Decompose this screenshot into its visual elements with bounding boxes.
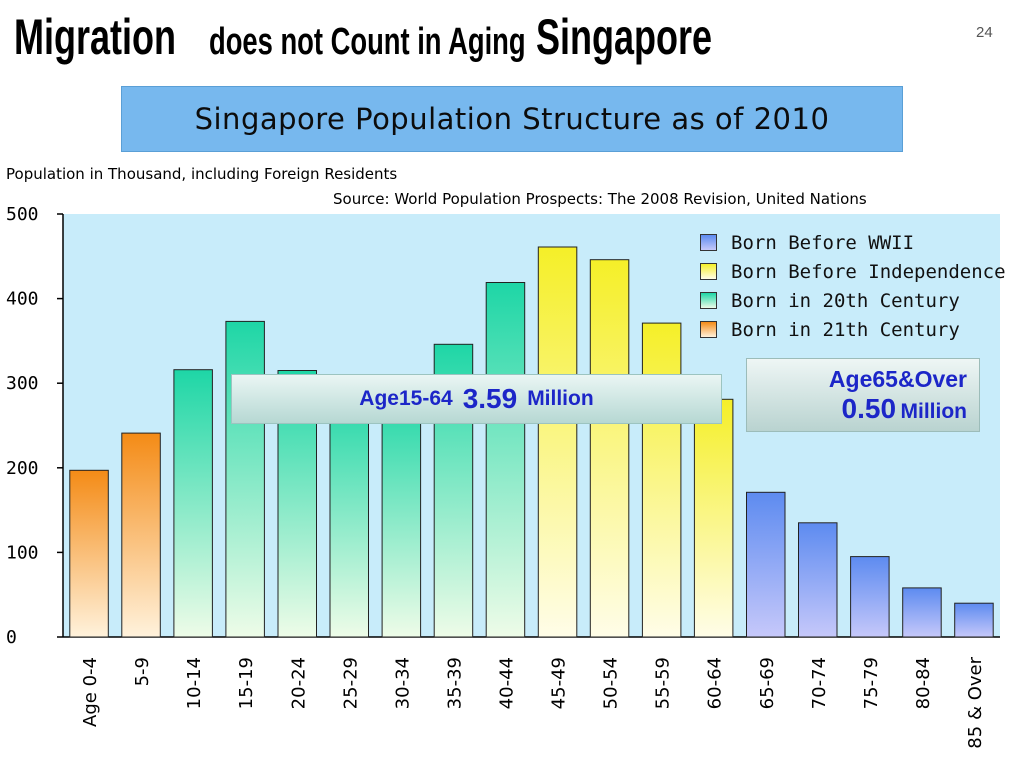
x-tick-label: 85 & Over	[965, 656, 986, 748]
working-age-label: Age15-64	[359, 387, 453, 410]
working-age-unit: Million	[527, 387, 594, 410]
bar-15-19	[225, 320, 265, 638]
y-axis: 0 100 200 300 400 500	[6, 204, 64, 648]
legend-label: Born in 21th Century	[731, 318, 960, 341]
legend-item-wwii: Born Before WWII	[700, 228, 1006, 257]
legend-label: Born Before Independence	[731, 260, 1006, 283]
title-part-migration: Migration	[14, 9, 176, 65]
legend-label: Born Before WWII	[731, 231, 915, 254]
bar-40-44	[485, 282, 526, 638]
bar-50-54	[589, 259, 630, 638]
legend: Born Before WWII Born Before Independence…	[700, 228, 1006, 344]
x-tick-label: 15-19	[236, 657, 257, 709]
legend-label: Born in 20th Century	[731, 289, 960, 312]
legend-item-20th: Born in 20th Century	[700, 286, 1006, 315]
x-tick-label: 80-84	[913, 657, 934, 709]
x-tick-label: 75-79	[861, 657, 882, 709]
y-tick-label: 500	[6, 204, 39, 225]
legend-item-21st: Born in 21th Century	[700, 315, 1006, 344]
legend-swatch	[700, 234, 717, 251]
chart-title-banner: Singapore Population Structure as of 201…	[121, 86, 903, 152]
y-tick-label: 300	[6, 373, 39, 394]
x-tick-label: 70-74	[809, 657, 830, 709]
bar-80-84	[902, 587, 942, 638]
x-tick-label: 20-24	[288, 657, 309, 709]
title-part-middle: does not Count in Aging	[209, 21, 527, 63]
x-tick-label: 25-29	[340, 657, 361, 709]
x-tick-label: Age 0-4	[80, 657, 101, 727]
legend-swatch	[700, 321, 717, 338]
bar-5-9	[121, 432, 161, 638]
elderly-label: Age65&Over	[828, 366, 967, 392]
bar-75-79	[850, 556, 890, 638]
bar-30-34	[381, 392, 422, 638]
working-age-callout: Age15-64 3.59 Million	[231, 374, 722, 424]
bar-55-59	[641, 322, 682, 638]
elderly-callout: Age65&Over 0.50 Million	[746, 358, 980, 432]
y-tick-label: 400	[6, 289, 39, 310]
working-age-value: 3.59	[462, 383, 518, 414]
x-tick-label: 5-9	[132, 657, 153, 686]
bars	[69, 246, 994, 638]
bar-45-49	[537, 246, 578, 638]
bar-25-29	[329, 390, 369, 638]
x-tick-label: 45-49	[549, 657, 570, 709]
page-number: 24	[976, 24, 993, 41]
y-axis-unit-label: Population in Thousand, including Foreig…	[6, 165, 398, 183]
elderly-value: 0.50	[841, 393, 897, 424]
legend-swatch	[700, 292, 717, 309]
y-tick-label: 0	[6, 627, 17, 648]
x-tick-label: 50-54	[601, 657, 622, 709]
x-tick-label: 60-64	[705, 657, 726, 709]
title-part-singapore: Singapore	[535, 9, 712, 65]
x-tick-label: 55-59	[653, 657, 674, 709]
bar-10-14	[173, 369, 213, 638]
legend-item-independence: Born Before Independence	[700, 257, 1006, 286]
bar-60-64	[693, 398, 734, 638]
x-tick-label: 30-34	[392, 657, 413, 709]
x-axis: Age 0-4 5-9 10-14 15-19 20-24 25-29 30-34 35-39…	[63, 636, 1000, 749]
elderly-unit: Million	[900, 400, 968, 423]
chart-title: Singapore Population Structure as of 201…	[194, 102, 830, 136]
bar-65-69	[746, 491, 786, 638]
bar-70-74	[798, 522, 838, 638]
slide-title: Migration does not Count in Aging Singap…	[14, 8, 740, 88]
y-tick-label: 200	[6, 458, 39, 479]
bar-85-over	[954, 602, 994, 638]
bar-age-0-4	[69, 469, 109, 638]
legend-swatch	[700, 263, 717, 280]
source-note: Source: World Population Prospects: The …	[333, 190, 867, 208]
y-tick-label: 100	[6, 542, 39, 563]
x-tick-label: 35-39	[444, 657, 465, 709]
x-tick-label: 65-69	[757, 657, 778, 709]
x-tick-label: 40-44	[497, 657, 518, 709]
x-tick-label: 10-14	[184, 657, 205, 709]
